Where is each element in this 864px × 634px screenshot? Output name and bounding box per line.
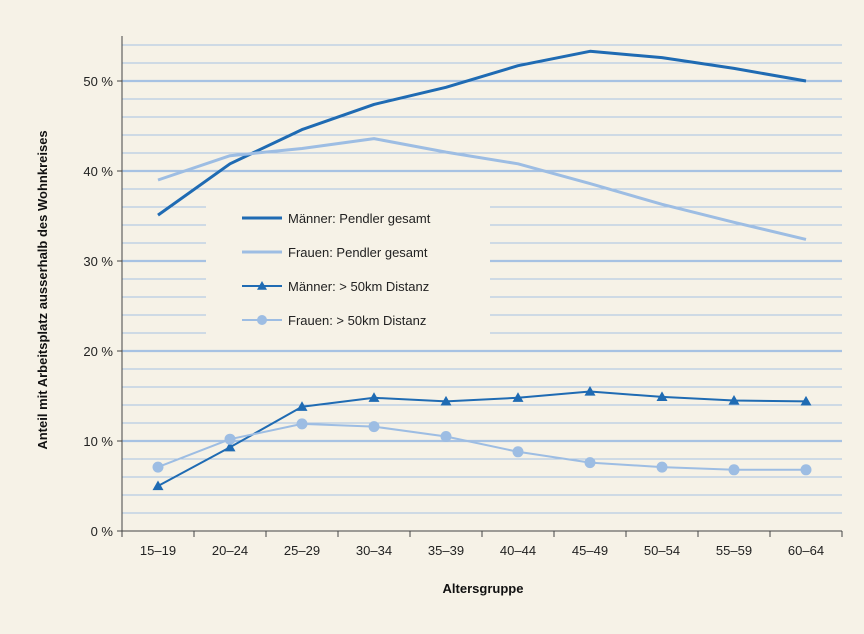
data-point: [368, 392, 380, 402]
legend-item: Männer: Pendler gesamt: [242, 211, 431, 226]
axes: 0 % 10 % 20 % 30 % 40 % 50 % 15–19 20–24 25–29 30…: [83, 36, 843, 558]
data-point: [152, 480, 164, 491]
x-tick-label: 20–24: [212, 543, 248, 558]
data-point: [152, 461, 164, 473]
x-tick-label: 50–54: [644, 543, 680, 558]
data-point: [440, 431, 452, 442]
data-point: [800, 395, 812, 406]
legend-marker: [257, 315, 267, 325]
y-tick-label: 50 %: [83, 74, 113, 89]
y-axis-label: Anteil mit Arbeitsplatz ausserhalb des W…: [35, 130, 50, 449]
data-point: [224, 441, 236, 452]
y-tick-label: 20 %: [83, 344, 113, 359]
x-tick-label: 60–64: [788, 543, 824, 558]
data-point: [368, 421, 380, 433]
series-layer: [152, 49, 812, 491]
series-1: [157, 49, 807, 217]
data-point: [296, 401, 308, 411]
legend-label: Frauen: Pendler gesamt: [288, 245, 428, 260]
data-point: [656, 461, 668, 473]
legend-label: Männer: Pendler gesamt: [288, 211, 431, 226]
y-tick-label: 0 %: [91, 524, 114, 539]
x-tick-label: 25–29: [284, 543, 320, 558]
series-line: [157, 390, 807, 487]
x-tick-label: 55–59: [716, 543, 752, 558]
y-tick-label: 30 %: [83, 254, 113, 269]
data-point: [728, 464, 740, 476]
data-point: [800, 464, 812, 476]
series-2: [157, 137, 807, 241]
series-3: [152, 386, 812, 491]
y-tick-label: 10 %: [83, 434, 113, 449]
x-tick-label: 30–34: [356, 543, 392, 558]
legend-box: [206, 200, 490, 338]
data-point: [728, 395, 740, 405]
legend-label: Männer: > 50km Distanz: [288, 279, 429, 294]
legend-item: Frauen: Pendler gesamt: [242, 245, 428, 260]
data-point: [584, 457, 596, 469]
data-point: [656, 391, 668, 402]
series-line: [157, 137, 807, 241]
data-point: [440, 395, 452, 406]
legend-label: Frauen: > 50km Distanz: [288, 313, 426, 328]
series-4: [152, 418, 812, 476]
data-point: [584, 386, 596, 396]
legend-item: Männer: > 50km Distanz: [242, 279, 429, 294]
series-line: [157, 49, 807, 217]
x-tick-label: 35–39: [428, 543, 464, 558]
legend: Männer: Pendler gesamt Frauen: Pendler ge…: [206, 200, 490, 338]
data-point: [224, 433, 236, 445]
data-point: [512, 392, 524, 402]
y-tick-label: 40 %: [83, 164, 113, 179]
legend-item: Frauen: > 50km Distanz: [242, 313, 426, 328]
series-line: [157, 422, 806, 471]
data-point: [512, 446, 524, 458]
x-axis-label: Altersgruppe: [443, 581, 524, 596]
x-tick-label: 40–44: [500, 543, 536, 558]
legend-marker: [257, 281, 267, 290]
x-tick-label: 45–49: [572, 543, 608, 558]
data-point: [296, 418, 308, 430]
x-tick-label: 15–19: [140, 543, 176, 558]
